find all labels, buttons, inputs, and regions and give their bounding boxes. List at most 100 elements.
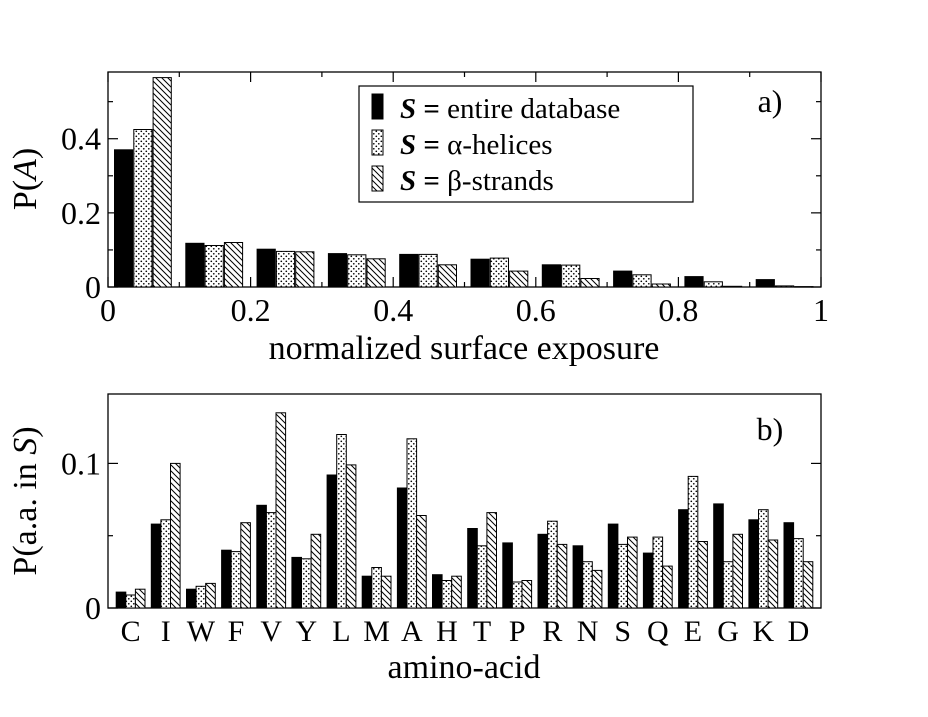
bar-amino-I-strands <box>170 462 181 609</box>
bar-amino-V-helices <box>265 512 277 609</box>
bar-amino-C-strands <box>134 588 146 609</box>
bar-exposure-entire-bin-3 <box>256 248 276 288</box>
panel-a-x-tick-label: 0.8 <box>658 292 698 328</box>
panel-a-x-tick-label: 0.4 <box>373 292 413 328</box>
bar-amino-T-helices <box>476 545 488 609</box>
bar-amino-Y-entire <box>291 556 302 609</box>
panel-b-x-tick-label: E <box>684 615 702 648</box>
bar-amino-G-entire <box>713 503 724 609</box>
panel-b-frame <box>107 393 822 609</box>
panel-b-x-tick-label: D <box>788 615 810 648</box>
bar-amino-S-strands <box>627 536 638 609</box>
bar-amino-N-strands <box>591 569 603 609</box>
bar-amino-F-helices <box>230 551 242 609</box>
bar-exposure-helices-bin-7 <box>561 264 581 288</box>
bar-amino-M-helices <box>371 567 382 609</box>
bar-amino-A-helices <box>406 438 418 609</box>
bar-exposure-entire-bin-4 <box>327 253 348 288</box>
panel-b-x-axis-label: amino-acid <box>388 649 541 686</box>
bar-amino-V-entire <box>256 504 267 609</box>
bar-amino-P-strands <box>521 580 533 609</box>
panel-a-y-axis-label: P(A) <box>7 148 44 210</box>
bar-amino-H-strands <box>451 575 462 609</box>
bar-amino-M-entire <box>361 575 373 609</box>
legend-label-strands: S = β-strands <box>400 165 554 197</box>
panel-a-y-tick-label: 0.4 <box>61 121 101 157</box>
bar-amino-C-entire <box>115 591 127 609</box>
legend-swatch-helices <box>371 129 384 156</box>
legend: S = entire database S = α-helices S = β-… <box>358 85 694 203</box>
bar-exposure-helices-bin-9 <box>703 281 723 288</box>
bar-amino-V-strands <box>275 412 287 609</box>
bar-exposure-strands-bin-3 <box>295 251 315 288</box>
panel-b-ticks: C I W F V Y L M A H T P R N S Q E G K D 0 0.1 <box>61 445 821 648</box>
panel-b-x-tick-label: L <box>332 615 350 648</box>
bar-amino-R-helices <box>547 520 558 609</box>
bar-exposure-strands-bin-8 <box>651 283 671 288</box>
bar-amino-Q-helices <box>652 536 664 609</box>
bar-exposure-strands-bin-4 <box>366 258 386 288</box>
panel-a-ticks: 0 0.2 0.4 0.6 0.8 1 0 0.2 0.4 <box>61 72 829 328</box>
bar-exposure-entire-bin-2 <box>185 242 205 288</box>
bar-amino-Q-strands <box>662 565 673 609</box>
bar-exposure-entire-bin-8 <box>613 270 633 288</box>
panel-b-amino-acid-distribution: C I W F V Y L M A H T P R N S Q E G K D 0 0.1 b) amino-acid P… <box>7 393 822 686</box>
bar-amino-Y-helices <box>301 558 312 609</box>
panel-b-x-tick-label: G <box>717 615 739 648</box>
panel-b-x-tick-label: P <box>509 615 526 648</box>
bar-amino-Y-strands <box>310 533 322 609</box>
bar-exposure-entire-bin-9 <box>684 276 704 288</box>
bar-amino-T-strands <box>486 512 497 609</box>
panel-b-x-tick-label: Q <box>647 615 669 648</box>
bar-amino-W-strands <box>205 582 216 609</box>
bar-exposure-strands-bin-7 <box>580 278 600 288</box>
bar-amino-H-entire <box>432 574 443 609</box>
panel-a-x-tick-label: 1 <box>813 292 829 328</box>
panel-b-x-tick-label: W <box>187 615 216 648</box>
bar-amino-N-helices <box>582 561 593 609</box>
panel-b-x-tick-label: N <box>577 615 599 648</box>
bar-amino-G-strands <box>732 533 744 609</box>
panel-b-x-tick-label: R <box>542 615 562 648</box>
bar-amino-R-strands <box>556 543 568 609</box>
bar-exposure-strands-bin-1 <box>152 77 172 288</box>
bar-amino-P-entire <box>502 542 513 609</box>
bar-amino-P-helices <box>511 581 523 609</box>
bar-exposure-strands-bin-5 <box>437 264 457 288</box>
bar-exposure-helices-bin-3 <box>275 250 296 288</box>
bar-amino-L-strands <box>345 464 357 609</box>
bar-amino-Q-entire <box>642 552 654 609</box>
bar-amino-N-entire <box>572 545 584 609</box>
bar-amino-K-strands <box>767 539 779 609</box>
panel-b-x-tick-label: V <box>260 615 282 648</box>
panel-a-y-tick-label: 0.2 <box>61 195 101 231</box>
bar-amino-E-helices <box>687 475 699 609</box>
bar-amino-E-entire <box>678 509 689 609</box>
bar-amino-F-strands <box>240 522 251 609</box>
bar-amino-D-strands <box>802 561 814 609</box>
panel-a-bars <box>114 77 814 288</box>
bar-amino-G-helices <box>722 561 734 609</box>
legend-box <box>358 85 694 203</box>
bar-amino-D-helices <box>793 538 804 609</box>
bar-amino-S-helices <box>617 543 629 609</box>
bar-exposure-strands-bin-2 <box>223 242 244 288</box>
panel-b-x-tick-label: K <box>752 615 774 648</box>
legend-swatch-strands <box>371 165 384 192</box>
panel-b-x-tick-label: T <box>473 615 491 648</box>
panel-b-x-tick-label: H <box>436 615 458 648</box>
bar-exposure-helices-bin-10 <box>775 285 795 288</box>
bar-amino-R-entire <box>537 533 549 609</box>
bar-exposure-helices-bin-5 <box>418 253 438 288</box>
panel-b-x-tick-label: F <box>228 615 245 648</box>
panel-b-label: b) <box>757 411 784 447</box>
panel-a-x-tick-label: 0.6 <box>516 292 556 328</box>
panel-a-x-tick-label: 0 <box>100 292 116 328</box>
bar-exposure-helices-bin-6 <box>489 257 509 288</box>
bar-amino-H-helices <box>441 580 453 609</box>
bar-amino-A-strands <box>416 515 427 609</box>
bar-exposure-helices-bin-1 <box>133 129 153 288</box>
bar-exposure-entire-bin-10 <box>755 279 775 288</box>
bar-amino-I-entire <box>150 523 162 609</box>
